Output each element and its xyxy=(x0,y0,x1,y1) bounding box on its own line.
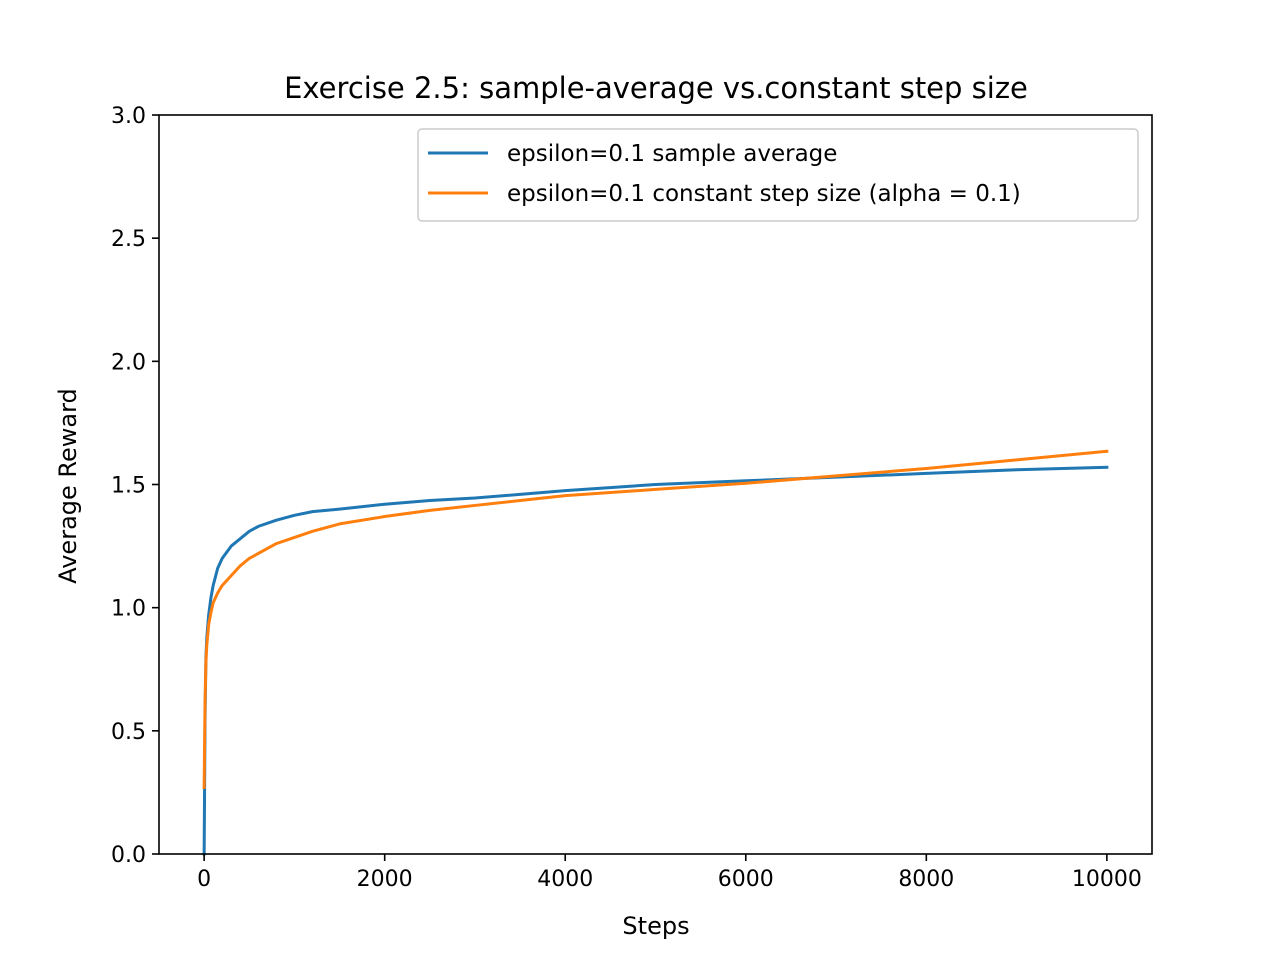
y-axis: 0.0 0.5 1.0 1.5 2.0 2.5 3.0 xyxy=(111,104,159,868)
series-line-2 xyxy=(202,449,1109,790)
y-tick-label: 2.5 xyxy=(111,227,146,252)
x-axis: 0 2000 4000 6000 8000 10000 xyxy=(197,854,1142,892)
chart-title: Exercise 2.5: sample-average vs.constant… xyxy=(284,71,1028,105)
legend-label-1: epsilon=0.1 sample average xyxy=(507,141,837,167)
plot-area xyxy=(158,114,1153,856)
y-tick-label: 3.0 xyxy=(111,104,146,129)
x-tick-label: 6000 xyxy=(718,867,774,892)
y-tick-label: 0.5 xyxy=(111,720,146,745)
y-tick-label: 1.0 xyxy=(111,597,146,622)
x-tick-label: 0 xyxy=(197,867,211,892)
legend-box xyxy=(417,128,1139,222)
x-tick-label: 2000 xyxy=(357,867,413,892)
x-tick-label: 4000 xyxy=(537,867,593,892)
legend-label-2: epsilon=0.1 constant step size (alpha = … xyxy=(507,181,1021,207)
legend: epsilon=0.1 sample average epsilon=0.1 co… xyxy=(417,128,1139,222)
x-tick-label: 10000 xyxy=(1072,867,1142,892)
y-tick-label: 1.5 xyxy=(111,474,146,499)
x-axis-label: Steps xyxy=(622,912,689,940)
y-tick-label: 2.0 xyxy=(111,350,146,375)
y-axis-label: Average Reward xyxy=(54,388,82,584)
y-tick-label: 0.0 xyxy=(111,843,146,868)
x-tick-label: 8000 xyxy=(898,867,954,892)
